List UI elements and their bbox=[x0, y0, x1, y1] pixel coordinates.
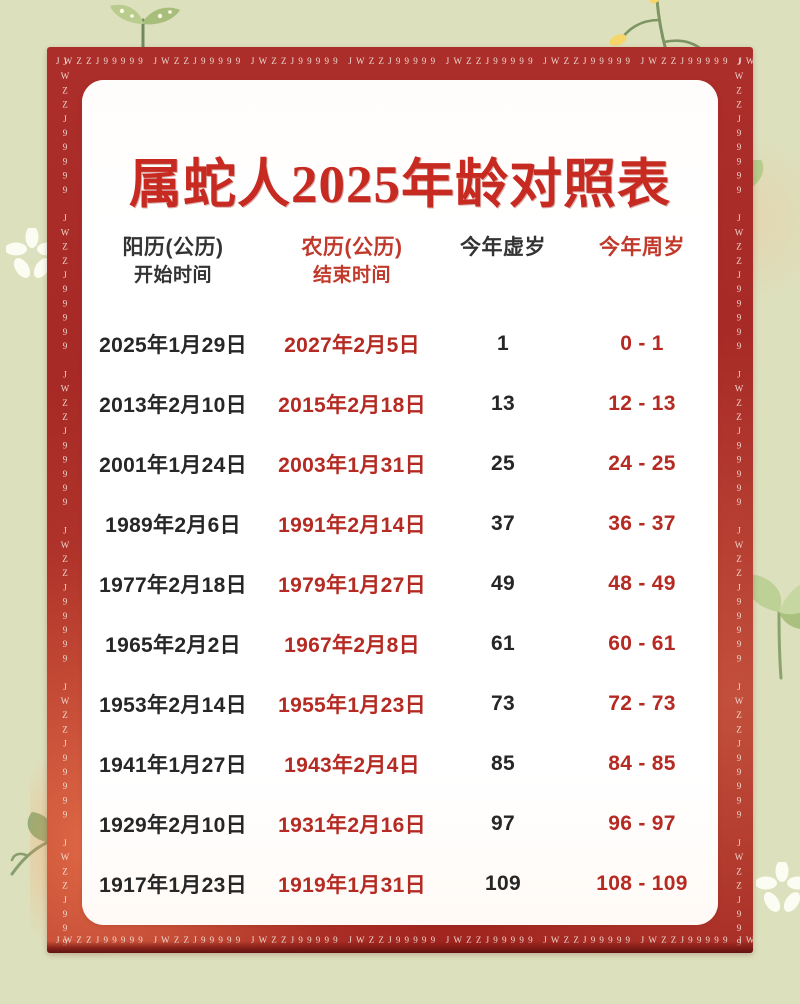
column-header-main: 农历(公历) bbox=[301, 236, 403, 259]
cell-nominal-age: 37 bbox=[491, 512, 515, 536]
column-header-real-age: 今年周岁 bbox=[566, 235, 718, 314]
column-header-main: 今年虚岁 bbox=[460, 236, 546, 259]
cell-nominal-age: 25 bbox=[491, 452, 515, 476]
cell-start-date: 2013年2月10日 bbox=[99, 394, 247, 418]
border-pattern-right: JWZZJ99999 JWZZJ99999 JWZZJ99999 JWZZJ99… bbox=[730, 57, 744, 953]
cell-end-date: 2015年2月18日 bbox=[278, 394, 426, 418]
cell-end-date: 1991年2月14日 bbox=[278, 514, 426, 538]
cell-end-date: 1907年2月12日 bbox=[264, 914, 440, 925]
cell-start-date: 1905年2月4日 bbox=[82, 914, 264, 925]
cell-real-age: 24 - 25 bbox=[608, 452, 676, 476]
cell-nominal-age: 109 bbox=[485, 872, 521, 896]
table-row: 1929年2月10日 1931年2月16日 97 96 - 97 bbox=[82, 794, 718, 854]
column-header-lunar-end: 农历(公历) 结束时间 bbox=[264, 235, 440, 314]
column-header-sub: 结束时间 bbox=[312, 264, 391, 286]
border-pattern-left: JWZZJ99999 JWZZJ99999 JWZZJ99999 JWZZJ99… bbox=[56, 57, 70, 953]
column-header-main: 今年周岁 bbox=[599, 236, 685, 259]
table-row: 1977年2月18日 1979年1月27日 49 48 - 49 bbox=[82, 554, 718, 614]
cell-real-age: 120 - 121 bbox=[566, 914, 718, 925]
cell-start-date: 1953年2月14日 bbox=[99, 694, 247, 718]
table-row: 2001年1月24日 2003年1月31日 25 24 - 25 bbox=[82, 434, 718, 494]
cell-start-date: 1965年2月2日 bbox=[105, 634, 241, 658]
cell-end-date: 1967年2月8日 bbox=[284, 634, 420, 658]
cell-end-date: 1955年1月23日 bbox=[278, 694, 426, 718]
flower-decoration-icon bbox=[756, 862, 800, 912]
content-card: 属蛇人2025年龄对照表 阳历(公历) 开始时间 农历(公历) 结束时间 今年虚 bbox=[82, 80, 718, 925]
cell-start-date: 1989年2月6日 bbox=[105, 514, 241, 538]
page-title: 属蛇人2025年龄对照表 bbox=[129, 156, 671, 214]
table-row: 1917年1月23日 1919年1月31日 109 108 - 109 bbox=[82, 854, 718, 914]
poster-frame: JWZZJ99999 JWZZJ99999 JWZZJ99999 JWZZJ99… bbox=[47, 47, 753, 953]
cell-real-age: 36 - 37 bbox=[608, 512, 676, 536]
cell-end-date: 1979年1月27日 bbox=[278, 574, 426, 598]
table-row: 2025年1月29日 2027年2月5日 1 0 - 1 bbox=[82, 314, 718, 374]
table-row: 1989年2月6日 1991年2月14日 37 36 - 37 bbox=[82, 494, 718, 554]
cell-start-date: 1977年2月18日 bbox=[99, 574, 247, 598]
cell-start-date: 1941年1月27日 bbox=[99, 754, 247, 778]
cell-start-date: 1929年2月10日 bbox=[99, 814, 247, 838]
cell-start-date: 1917年1月23日 bbox=[99, 874, 247, 898]
table-row: 1965年2月2日 1967年2月8日 61 60 - 61 bbox=[82, 614, 718, 674]
column-header-nominal-age: 今年虚岁 bbox=[440, 235, 566, 314]
age-comparison-table: 阳历(公历) 开始时间 农历(公历) 结束时间 今年虚岁 今年周岁 bbox=[82, 235, 718, 925]
border-pattern-bottom: JWZZJ99999 JWZZJ99999 JWZZJ99999 JWZZJ99… bbox=[56, 935, 753, 945]
cell-nominal-age: 1 bbox=[497, 332, 509, 356]
table-header: 阳历(公历) 开始时间 农历(公历) 结束时间 今年虚岁 今年周岁 bbox=[82, 235, 718, 314]
cell-real-age: 72 - 73 bbox=[608, 692, 676, 716]
cell-end-date: 1943年2月4日 bbox=[284, 754, 420, 778]
cell-real-age: 12 - 13 bbox=[608, 392, 676, 416]
column-header-sub: 开始时间 bbox=[133, 264, 212, 286]
cell-real-age: 84 - 85 bbox=[608, 752, 676, 776]
border-pattern-top: JWZZJ99999 JWZZJ99999 JWZZJ99999 JWZZJ99… bbox=[56, 56, 753, 66]
cell-nominal-age: 49 bbox=[491, 572, 515, 596]
cell-nominal-age: 13 bbox=[491, 392, 515, 416]
cell-end-date: 2003年1月31日 bbox=[278, 454, 426, 478]
table-row: 1953年2月14日 1955年1月23日 73 72 - 73 bbox=[82, 674, 718, 734]
cell-nominal-age: 121 bbox=[440, 914, 566, 925]
table-body: 2025年1月29日 2027年2月5日 1 0 - 1 2013年2月10日 … bbox=[82, 314, 718, 925]
table-row: 2013年2月10日 2015年2月18日 13 12 - 13 bbox=[82, 374, 718, 434]
cell-end-date: 1931年2月16日 bbox=[278, 814, 426, 838]
table-row: 1905年2月4日 1907年2月12日 121 120 - 121 bbox=[82, 914, 718, 925]
cell-real-age: 0 - 1 bbox=[620, 332, 664, 356]
cell-real-age: 108 - 109 bbox=[596, 872, 688, 896]
cell-nominal-age: 61 bbox=[491, 632, 515, 656]
table-header-row: 阳历(公历) 开始时间 农历(公历) 结束时间 今年虚岁 今年周岁 bbox=[82, 235, 718, 314]
column-header-solar-start: 阳历(公历) 开始时间 bbox=[82, 235, 264, 314]
frame-bottom-shade bbox=[47, 941, 753, 953]
cell-end-date: 2027年2月5日 bbox=[284, 334, 420, 358]
cell-nominal-age: 97 bbox=[491, 812, 515, 836]
cell-nominal-age: 73 bbox=[491, 692, 515, 716]
column-header-main: 阳历(公历) bbox=[122, 236, 224, 259]
cell-end-date: 1919年1月31日 bbox=[278, 874, 426, 898]
cell-nominal-age: 85 bbox=[491, 752, 515, 776]
cell-real-age: 48 - 49 bbox=[608, 572, 676, 596]
cell-real-age: 96 - 97 bbox=[608, 812, 676, 836]
cell-start-date: 2001年1月24日 bbox=[99, 454, 247, 478]
cell-start-date: 2025年1月29日 bbox=[99, 334, 247, 358]
table-row: 1941年1月27日 1943年2月4日 85 84 - 85 bbox=[82, 734, 718, 794]
cell-real-age: 60 - 61 bbox=[608, 632, 676, 656]
